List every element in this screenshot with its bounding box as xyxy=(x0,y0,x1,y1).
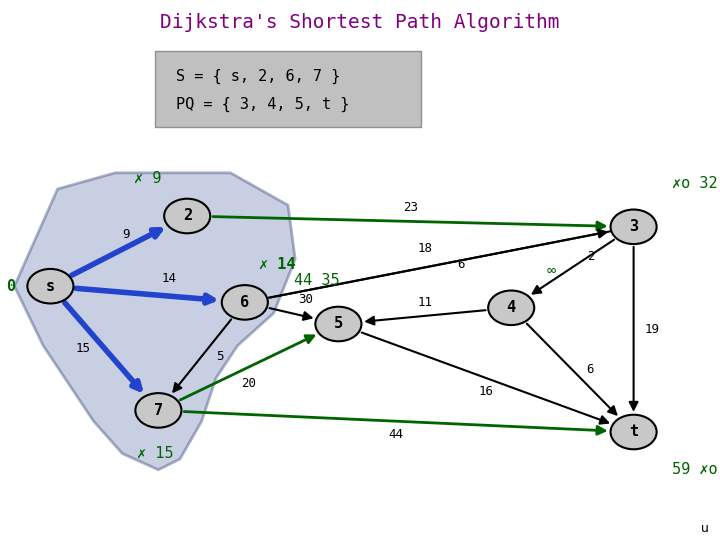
Text: 20: 20 xyxy=(241,377,256,390)
Text: PQ = { 3, 4, 5, t }: PQ = { 3, 4, 5, t } xyxy=(176,97,350,112)
Text: 59 ✗o: 59 ✗o xyxy=(672,462,718,477)
Circle shape xyxy=(135,393,181,428)
Text: 9: 9 xyxy=(122,228,130,241)
Text: 5: 5 xyxy=(216,350,223,363)
Text: 7: 7 xyxy=(154,403,163,418)
Circle shape xyxy=(315,307,361,341)
Text: s: s xyxy=(46,279,55,294)
Text: 4: 4 xyxy=(507,300,516,315)
Text: 11: 11 xyxy=(418,296,432,309)
Text: 16: 16 xyxy=(479,385,493,398)
Text: 3: 3 xyxy=(629,219,638,234)
Text: 23: 23 xyxy=(403,201,418,214)
Text: 5: 5 xyxy=(334,316,343,332)
Text: 2: 2 xyxy=(183,208,192,224)
Text: 14: 14 xyxy=(162,272,176,285)
Text: t: t xyxy=(629,424,638,440)
Text: 44 35: 44 35 xyxy=(294,273,340,288)
Text: ✗ 9: ✗ 9 xyxy=(134,171,161,186)
Circle shape xyxy=(27,269,73,303)
Circle shape xyxy=(222,285,268,320)
Text: 15: 15 xyxy=(76,342,90,355)
Circle shape xyxy=(611,210,657,244)
Text: 2: 2 xyxy=(587,250,594,263)
Text: 0: 0 xyxy=(6,279,15,294)
Text: 18: 18 xyxy=(418,242,432,255)
Circle shape xyxy=(611,415,657,449)
Circle shape xyxy=(488,291,534,325)
Text: 6: 6 xyxy=(587,363,594,376)
Circle shape xyxy=(164,199,210,233)
Text: u: u xyxy=(701,522,709,535)
FancyBboxPatch shape xyxy=(155,51,421,127)
Polygon shape xyxy=(14,173,295,470)
Text: 6: 6 xyxy=(457,258,464,271)
Text: S = { s, 2, 6, 7 }: S = { s, 2, 6, 7 } xyxy=(176,69,341,84)
Text: ✗o 32: ✗o 32 xyxy=(672,176,718,191)
Text: 44: 44 xyxy=(389,428,403,441)
Text: ✗ 14: ✗ 14 xyxy=(259,257,295,272)
Text: ∞: ∞ xyxy=(546,262,555,278)
Text: Dijkstra's Shortest Path Algorithm: Dijkstra's Shortest Path Algorithm xyxy=(161,14,559,32)
Text: 6: 6 xyxy=(240,295,249,310)
Text: 19: 19 xyxy=(644,323,659,336)
Text: ✗ 15: ✗ 15 xyxy=(137,446,173,461)
Text: 30: 30 xyxy=(299,293,313,306)
